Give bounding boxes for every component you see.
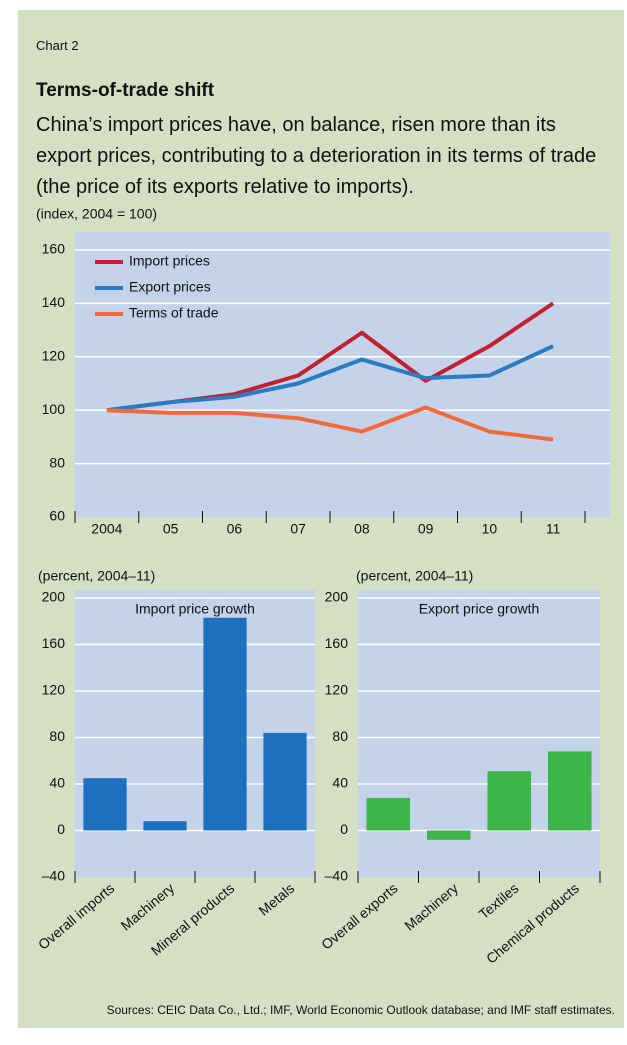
legend-label: Export prices <box>129 279 211 295</box>
x-tick-label: 11 <box>546 521 561 537</box>
x-tick-label: 2004 <box>91 521 122 537</box>
x-tick-label: 10 <box>482 521 498 537</box>
x-tick-label: 05 <box>163 521 179 537</box>
bar <box>547 751 592 831</box>
bar <box>203 617 247 831</box>
x-tick-label: 09 <box>418 521 434 537</box>
line <box>106 405 554 442</box>
line <box>106 344 554 413</box>
bar <box>426 830 471 840</box>
bar <box>263 732 307 831</box>
legend-label: Import prices <box>129 253 210 269</box>
y-tick-label: 200 <box>325 589 349 605</box>
y-tick-label: 120 <box>325 682 349 698</box>
source: Sources: CEIC Data Co., Ltd.; IMF, World… <box>106 1003 615 1017</box>
y-tick-label: 80 <box>332 728 348 744</box>
y-tick-label: 100 <box>42 401 66 417</box>
y-tick-label: 160 <box>42 635 66 651</box>
chart-title: Import price growth <box>135 601 255 617</box>
y-tick-label: 120 <box>42 682 66 698</box>
y-tick-label: 140 <box>42 294 66 310</box>
subtitle: China’s import prices have, on balance, … <box>36 114 597 198</box>
plot-area <box>358 590 600 877</box>
bar <box>487 771 532 831</box>
y-tick-label: 60 <box>49 508 65 524</box>
y-tick-label: 40 <box>332 775 348 791</box>
x-tick-label: Machinery <box>401 880 461 934</box>
x-tick-label: 08 <box>354 521 370 537</box>
bar <box>143 821 187 831</box>
bar <box>366 797 411 831</box>
x-tick-label: 07 <box>290 521 306 537</box>
x-tick-label: Textiles <box>476 880 522 922</box>
y-tick-label: 120 <box>42 348 66 364</box>
y-tick-label: 40 <box>49 775 65 791</box>
bar <box>83 778 127 831</box>
y-tick-label: 200 <box>42 589 66 605</box>
y-axis-label: (index, 2004 = 100) <box>36 206 157 222</box>
chart-title: Export price growth <box>419 601 540 617</box>
y-tick-label: –40 <box>42 868 66 884</box>
x-tick-label: Machinery <box>118 880 178 934</box>
x-tick-label: 06 <box>227 521 243 537</box>
y-tick-label: 80 <box>49 454 65 470</box>
y-tick-label: 0 <box>57 821 65 837</box>
x-tick-label: Overall exports <box>318 880 400 953</box>
y-tick-label: 0 <box>340 821 348 837</box>
y-axis-label: (percent, 2004–11) <box>356 568 473 584</box>
y-axis-label: (percent, 2004–11) <box>38 568 155 584</box>
x-tick-label: Metals <box>255 880 297 919</box>
legend-label: Terms of trade <box>129 305 219 321</box>
plot-area <box>75 232 610 517</box>
y-tick-label: 80 <box>49 728 65 744</box>
x-tick-label: Overall imports <box>35 880 117 953</box>
title: Terms-of-trade shift <box>36 80 215 101</box>
y-tick-label: –40 <box>325 868 349 884</box>
chart-label: Chart 2 <box>36 38 79 53</box>
y-tick-label: 160 <box>325 635 349 651</box>
y-tick-label: 160 <box>42 241 66 257</box>
